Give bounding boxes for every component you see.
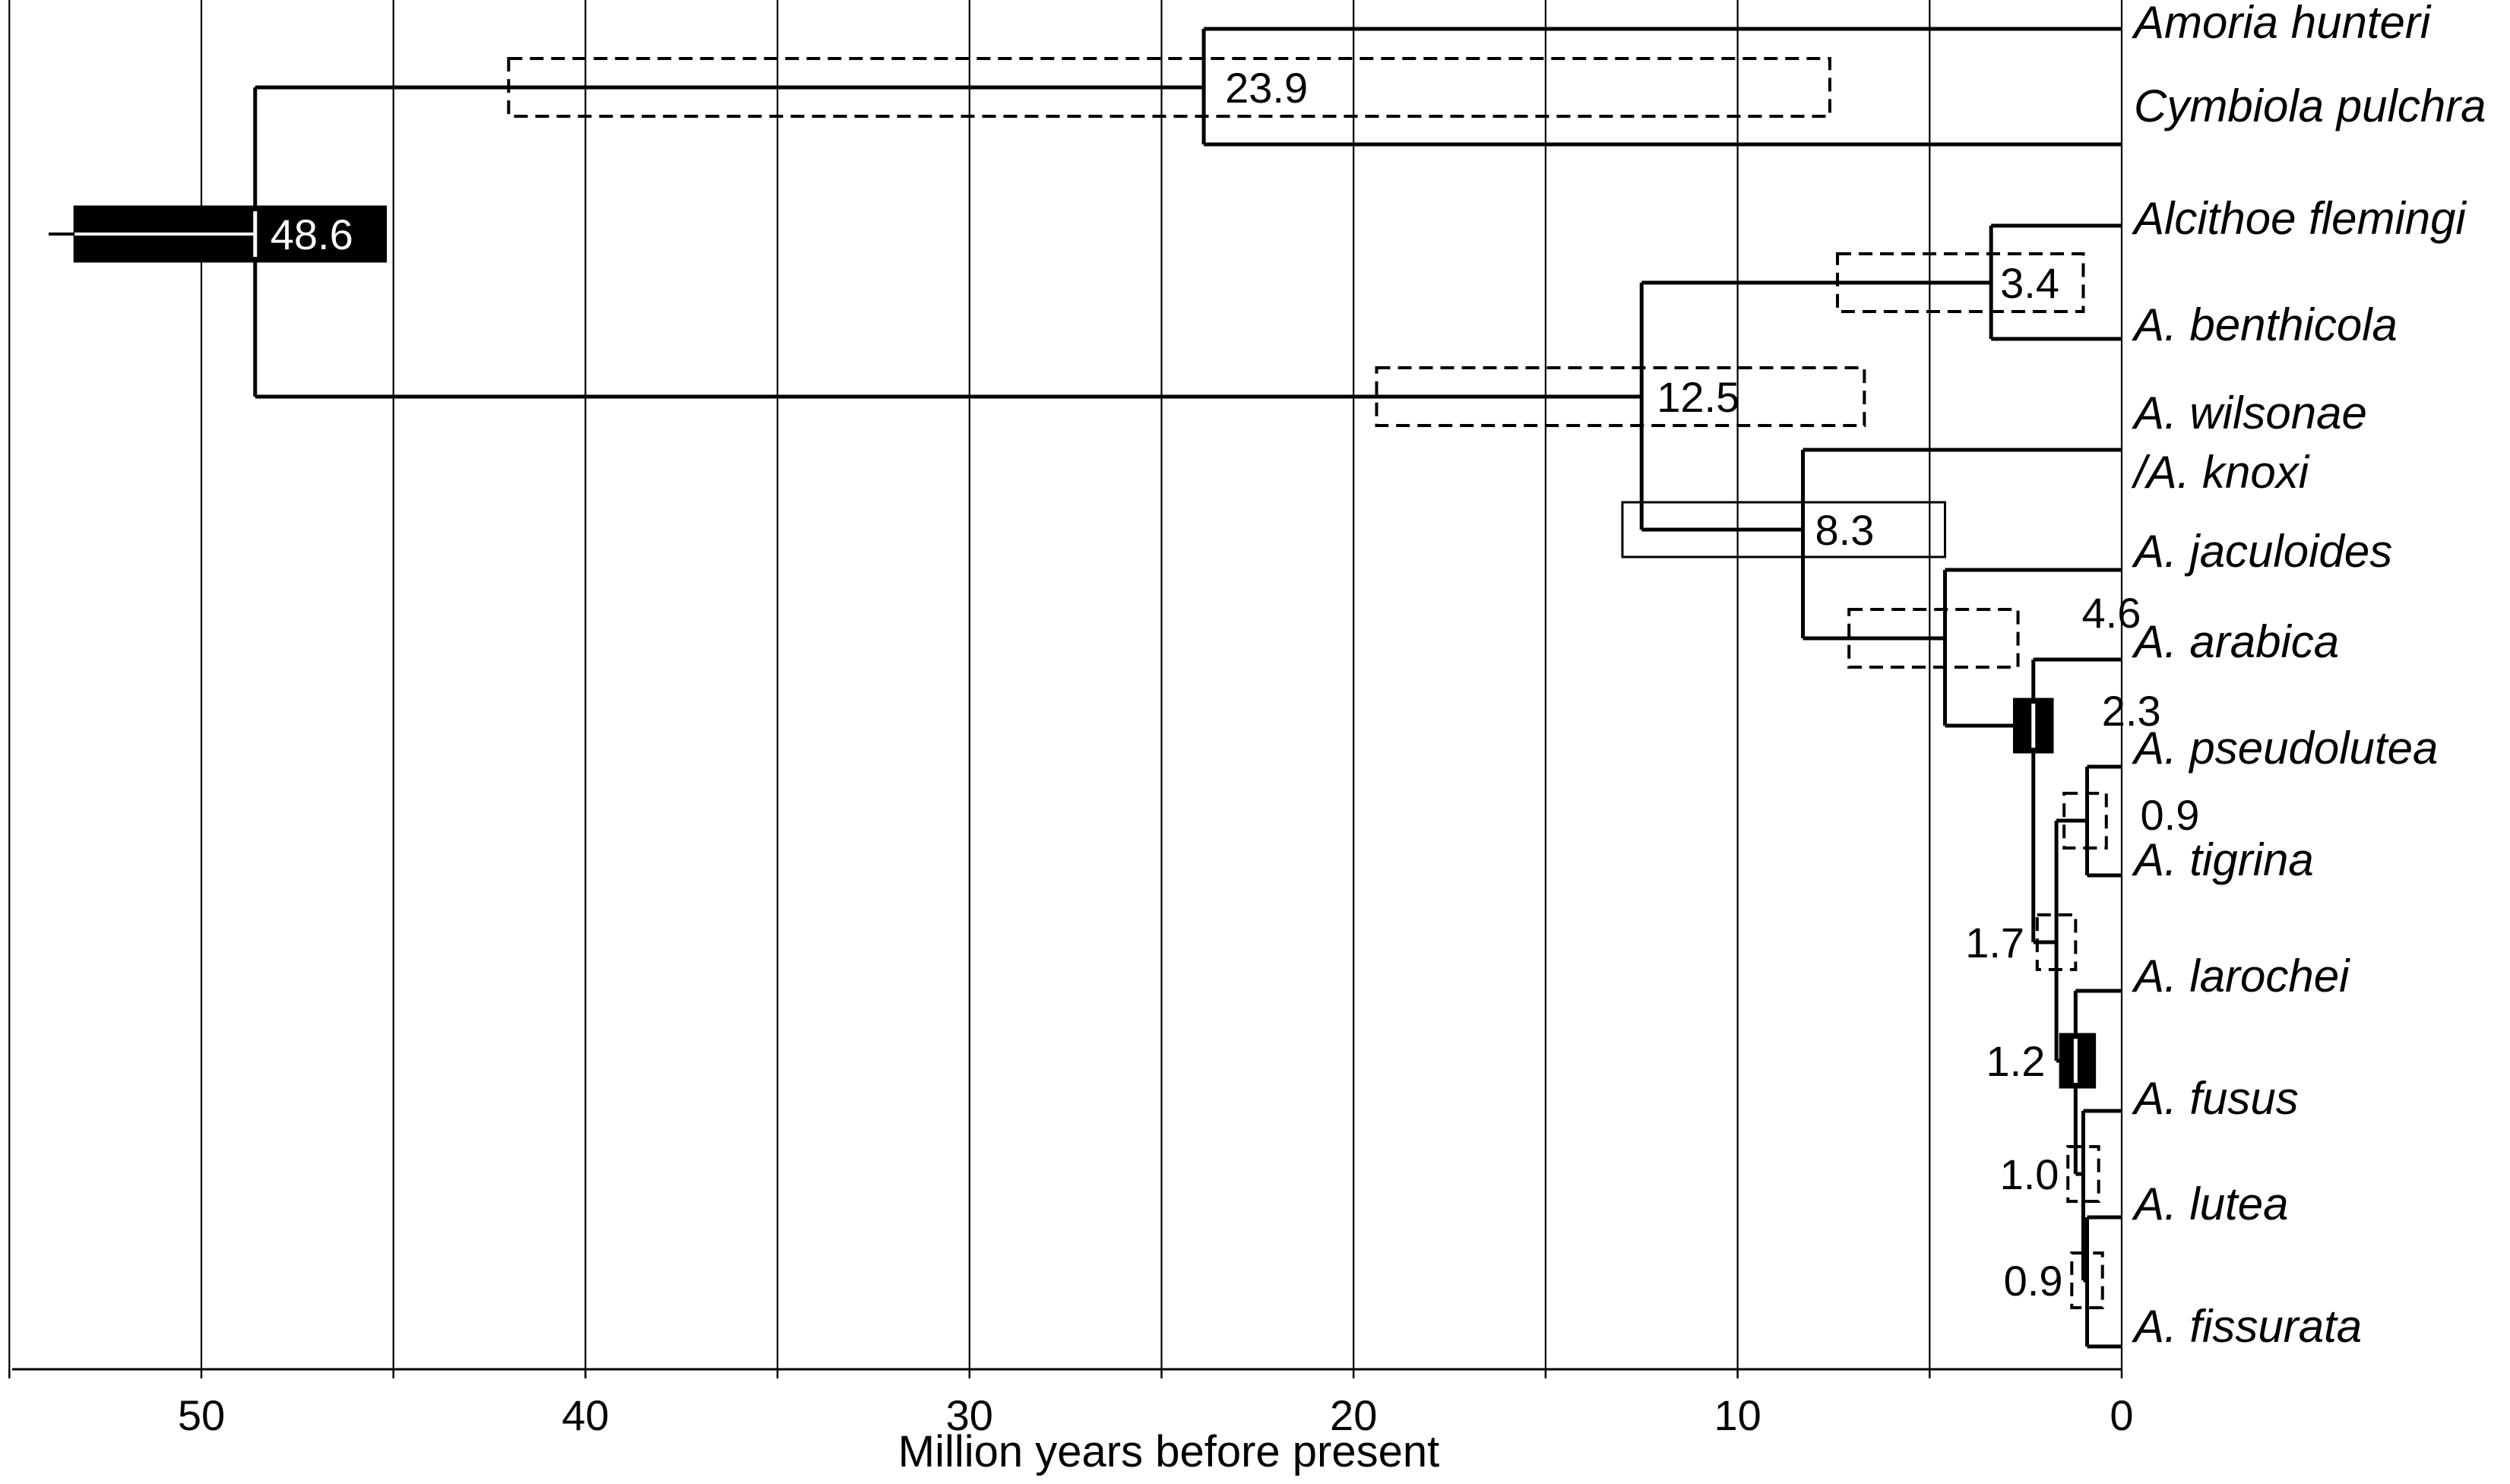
- taxon-label: A. tigrina: [2132, 834, 2314, 885]
- taxon-label: Alcithoe flemingi: [2132, 193, 2467, 244]
- tree-branches: [253, 27, 2122, 1349]
- tick-label: 50: [178, 1391, 225, 1439]
- node-age-label: 4.6: [2082, 589, 2141, 637]
- node-age-label: 1.7: [1965, 919, 2024, 967]
- taxon-labels: Amoria hunteri Cymbiola pulchra Alcithoe f…: [2131, 0, 2486, 1352]
- taxon-label: A. jaculoides: [2132, 526, 2392, 577]
- tick-label: 20: [1330, 1391, 1377, 1439]
- taxon-label: Amoria hunteri: [2132, 0, 2432, 48]
- taxon-label: A. pseudolutea: [2132, 723, 2438, 774]
- node-age-label: 12.5: [1657, 373, 1739, 421]
- tick-label: 40: [562, 1391, 609, 1439]
- time-gridlines: [8, 0, 2123, 1369]
- tick-label: 10: [1714, 1391, 1761, 1439]
- tick-label: 0: [2110, 1391, 2133, 1439]
- age-interval-pseudolutea-tigrina: [2062, 792, 2108, 850]
- axis-title: Million years before present: [898, 1427, 1439, 1476]
- node-age-label: 8.3: [1815, 506, 1875, 554]
- age-interval-jaculoides-clade: [1847, 608, 2020, 669]
- taxon-label: A. benthicola: [2132, 299, 2398, 350]
- node-age-label: 3.4: [2000, 259, 2059, 307]
- taxon-label: A. fissurata: [2132, 1301, 2362, 1352]
- node-age-label: 23.9: [1225, 64, 1308, 112]
- node-age-intervals: [49, 57, 2108, 1309]
- taxon-label: A. larochei: [2132, 951, 2350, 1001]
- tick-label: 30: [946, 1391, 993, 1439]
- node-age-label: 2.3: [2102, 687, 2161, 735]
- age-interval-pseudolutea-fissurata: [2035, 913, 2078, 971]
- time-axis: 50 40 30 20 10 0 Million years before present: [8, 1368, 2134, 1476]
- age-interval-wilsonae-clade: [1621, 501, 1947, 558]
- taxon-label: A. lutea: [2132, 1179, 2288, 1229]
- taxon-label: A. fusus: [2132, 1073, 2299, 1124]
- taxon-label: Cymbiola pulchra: [2134, 81, 2486, 131]
- age-interval-flemingi-benthicola: [1836, 252, 2085, 313]
- age-interval-amoria-cymbiola: [507, 57, 1831, 118]
- age-interval-alcithoe-clade: [1375, 366, 1866, 427]
- node-age-label: 0.9: [2141, 791, 2200, 839]
- node-age-label: 48.6: [271, 210, 353, 258]
- node-age-label: 1.2: [1986, 1037, 2045, 1085]
- taxon-label: A. arabica: [2132, 616, 2339, 667]
- node-age-label: 0.9: [2004, 1257, 2063, 1305]
- node-age-labels: 48.6 23.9 12.5 3.4 8.3 4.6 2.3 0.9 1.7 1.2 1.0 0.9: [271, 64, 2200, 1305]
- axis-ticks: 50 40 30 20 10 0: [8, 1369, 2134, 1439]
- age-interval-larochei-fissurata: [2059, 1033, 2097, 1089]
- taxon-label: /A. knoxi: [2131, 447, 2310, 498]
- node-age-label: 1.0: [2000, 1150, 2059, 1198]
- taxon-label: A. wilsonae: [2132, 388, 2367, 438]
